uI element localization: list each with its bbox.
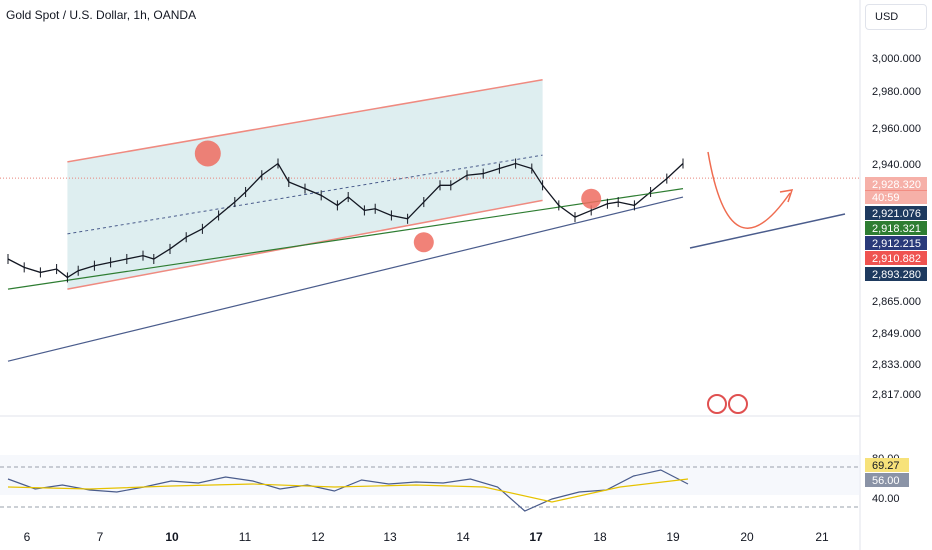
price-tick-label: 2,940.000: [872, 159, 921, 171]
price-series-2: [7, 188, 684, 290]
price-tick-label: 2,833.000: [872, 359, 921, 371]
price-label-text: 2,928.320: [872, 179, 921, 191]
price-tick-label: 2,849.000: [872, 328, 921, 340]
time-tick-label: 21: [815, 530, 829, 544]
price-label-box: 2,910.882: [865, 251, 927, 265]
time-tick-label: 18: [593, 530, 607, 544]
chart-title: Gold Spot / U.S. Dollar, 1h, OANDA: [6, 8, 197, 22]
price-label-box: 2,928.320: [865, 177, 927, 191]
price-label-bg: [865, 190, 927, 204]
price-label-box: 2,912.215: [865, 236, 927, 250]
rsi-band: [0, 455, 860, 495]
channel-mid-line: [67, 154, 543, 235]
rsi-label-box: 56.00: [865, 473, 909, 487]
price-series-0: [7, 162, 684, 279]
price-tick-label: 3,000.000: [872, 53, 921, 65]
time-tick-label: 17: [529, 530, 543, 544]
time-tick-label: 13: [383, 530, 397, 544]
event-flag-icon: [728, 394, 748, 414]
price-label-box: 40:59: [865, 190, 927, 204]
price-label-bg: [865, 267, 927, 281]
price-tick-label: 2,865.000: [872, 296, 921, 308]
price-label-bg: [865, 221, 927, 235]
time-tick-label: 10: [165, 530, 179, 544]
event-flag-icon: [707, 394, 727, 414]
time-tick-label: 7: [97, 530, 104, 544]
price-label-bg: [865, 177, 927, 191]
price-label-text: 2,921.076: [872, 208, 921, 220]
price-label-box: 2,921.076: [865, 206, 927, 220]
time-tick-label: 6: [24, 530, 31, 544]
price-label-bg: [865, 206, 927, 220]
price-tick-label: 2,817.000: [872, 389, 921, 401]
projection-arrow: [707, 151, 791, 229]
channel-upper-line: [67, 79, 543, 163]
time-tick-label: 14: [456, 530, 470, 544]
price-label-box: 2,893.280: [865, 267, 927, 281]
time-tick-label: 20: [740, 530, 754, 544]
price-label-bg: [865, 236, 927, 250]
price-label-text: 2,910.882: [872, 253, 921, 265]
pivot-marker-0: [194, 140, 221, 167]
rsi-label-bg: [865, 473, 909, 487]
price-label-text: 2,893.280: [872, 269, 921, 281]
rsi-label-text: 56.00: [872, 475, 900, 487]
price-label-text: 2,912.215: [872, 238, 921, 250]
price-label-text: 40:59: [872, 192, 900, 204]
projection-trendline: [689, 213, 846, 249]
price-label-text: 2,918.321: [872, 223, 921, 235]
price-series-1: [7, 196, 684, 362]
rsi-series-0: [7, 469, 689, 512]
price-tick-label: 2,960.000: [872, 123, 921, 135]
rsi-label-text: 69.27: [872, 460, 900, 472]
time-tick-label: 11: [239, 530, 252, 544]
price-label-box: 2,918.321: [865, 221, 927, 235]
pivot-marker-2: [581, 188, 602, 209]
rsi-series-1: [7, 478, 689, 503]
rsi-label-box: 69.27: [865, 458, 909, 472]
time-tick-label: 12: [311, 530, 325, 544]
currency-selector[interactable]: USD: [865, 4, 927, 30]
pivot-marker-1: [413, 232, 434, 253]
time-tick-label: 19: [666, 530, 680, 544]
projection-arrowhead: [779, 189, 794, 203]
price-label-bg: [865, 251, 927, 265]
rsi-tick-label: 40.00: [872, 493, 900, 505]
price-tick-label: 2,980.000: [872, 86, 921, 98]
rsi-label-bg: [865, 458, 909, 472]
